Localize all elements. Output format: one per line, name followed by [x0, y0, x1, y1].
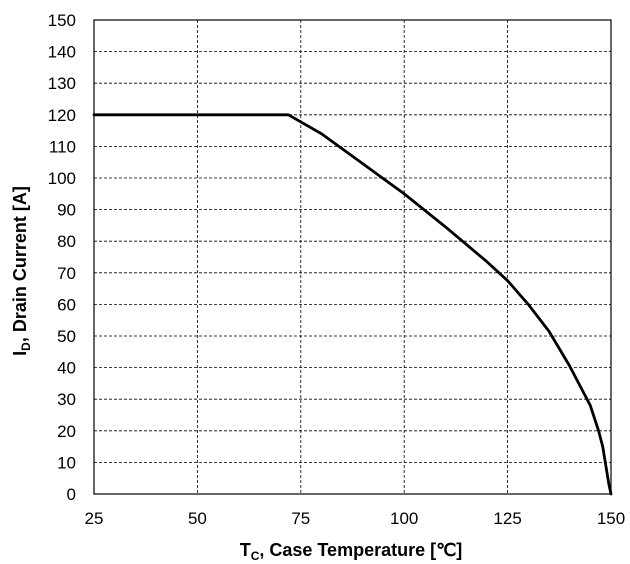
y-tick-label: 130 [48, 74, 76, 93]
x-tick-label: 150 [597, 509, 625, 528]
grid-lines [94, 20, 611, 494]
y-tick-label: 20 [57, 422, 76, 441]
x-axis-title: TC, Case Temperature [℃] [240, 540, 463, 563]
y-tick-label: 150 [48, 11, 76, 30]
y-tick-label: 80 [57, 232, 76, 251]
y-tick-label: 140 [48, 43, 76, 62]
series-layer [92, 113, 613, 496]
x-tick-label: 75 [291, 509, 310, 528]
x-tick-labels: 25 50 75 100 125 150 [85, 509, 626, 528]
x-tick-label: 100 [390, 509, 418, 528]
y-tick-label: 10 [57, 453, 76, 472]
y-tick-labels: 0 10 20 30 40 50 60 70 80 90 100 110 120 130 140 150 [48, 11, 76, 504]
x-tick-label: 50 [188, 509, 207, 528]
x-tick-label: 125 [493, 509, 521, 528]
series-line [92, 113, 613, 496]
y-tick-label: 70 [57, 264, 76, 283]
y-tick-label: 120 [48, 106, 76, 125]
plot-frame [93, 19, 612, 495]
y-tick-label: 60 [57, 295, 76, 314]
y-tick-label: 0 [67, 485, 76, 504]
y-axis-title: ID, Drain Current [A] [10, 186, 33, 356]
y-tick-label: 110 [49, 137, 76, 156]
y-tick-label: 100 [48, 169, 76, 188]
y-tick-label: 40 [57, 359, 76, 378]
y-tick-label: 50 [57, 327, 76, 346]
y-tick-label: 30 [57, 390, 76, 409]
y-tick-label: 90 [57, 201, 76, 220]
x-tick-label: 25 [85, 509, 104, 528]
